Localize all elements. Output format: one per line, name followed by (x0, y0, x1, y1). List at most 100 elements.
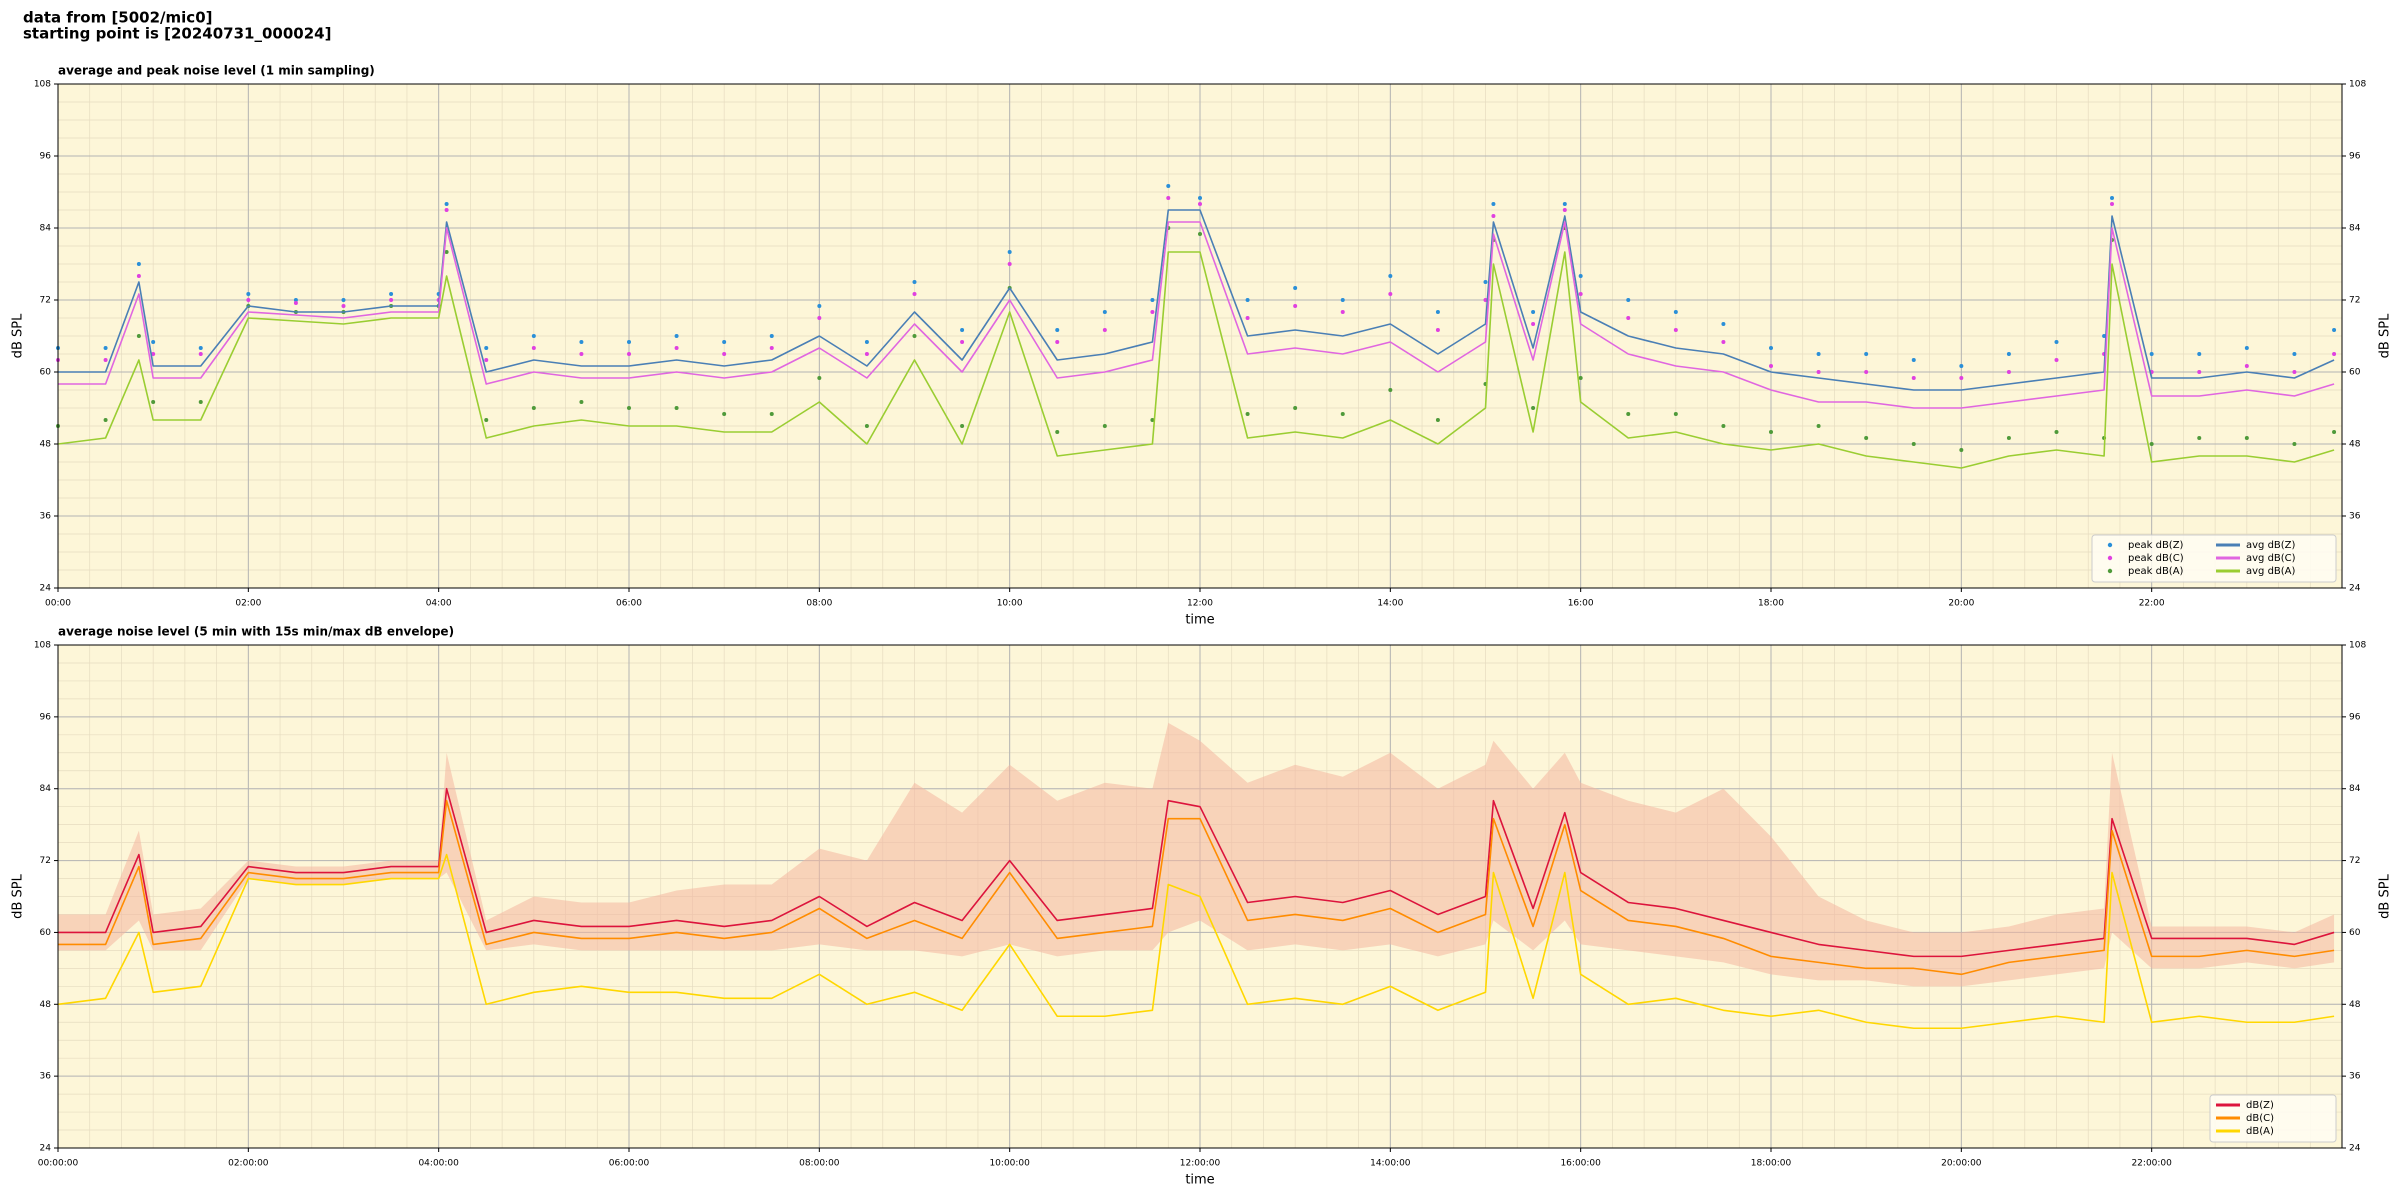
peak-point (2149, 442, 2154, 446)
x-axis-label: time (1185, 1173, 1214, 1188)
peak-point (2006, 370, 2011, 374)
peak-point (1293, 304, 1298, 308)
y2-tick-label: 84 (2349, 224, 2361, 234)
peak-point (579, 400, 584, 404)
x-tick-label: 16:00:00 (1560, 1159, 1601, 1169)
x-tick-label: 12:00 (1187, 599, 1213, 609)
peak-point (2006, 436, 2011, 440)
x-tick-label: 04:00 (426, 599, 452, 609)
y-tick-label: 48 (40, 1000, 52, 1010)
x-tick-label: 14:00 (1377, 599, 1403, 609)
peak-point (1435, 418, 1440, 422)
x-tick-label: 20:00 (1948, 599, 1974, 609)
x-tick-label: 22:00 (2139, 599, 2165, 609)
peak-point (1959, 364, 1964, 368)
peak-point (1531, 310, 1536, 314)
peak-point (769, 346, 774, 350)
peak-point (1055, 328, 1060, 332)
peak-point (627, 406, 631, 410)
header-line: starting point is [20240731_000024] (23, 25, 331, 43)
peak-point (1562, 208, 1567, 212)
peak-point (341, 304, 346, 308)
peak-point (1673, 310, 1678, 314)
peak-point (769, 412, 774, 416)
y2-tick-label: 72 (2349, 856, 2360, 866)
peak-point (1055, 430, 1060, 434)
y2-tick-label: 84 (2349, 784, 2361, 794)
peak-point (1435, 328, 1440, 332)
peak-point (817, 316, 822, 320)
y2-axis-label: dB SPL (2378, 313, 2393, 358)
y-tick-label: 60 (40, 368, 52, 378)
plot-frame (57, 644, 2343, 1149)
peak-point (960, 328, 965, 332)
x-tick-label: 18:00 (1758, 599, 1784, 609)
series-line (57, 853, 2335, 1030)
peak-point (769, 334, 774, 338)
legend-box (2209, 1094, 2337, 1143)
peak-point (2110, 202, 2115, 206)
legend-label: dB(A) (2246, 1126, 2274, 1137)
y-tick-label: 48 (40, 440, 52, 450)
peak-point (1435, 310, 1440, 314)
peak-point (2292, 352, 2297, 356)
y2-tick-label: 48 (2349, 1000, 2361, 1010)
peak-point (1864, 370, 1869, 374)
peak-point (2292, 442, 2297, 446)
legend-label: avg dB(Z) (2246, 540, 2296, 551)
peak-point (2244, 364, 2249, 368)
peak-point (1340, 412, 1345, 416)
peak-point (1721, 340, 1726, 344)
peak-point (136, 334, 141, 338)
legend-label: peak dB(Z) (2128, 540, 2184, 551)
chart-title: average noise level (5 min with 15s min/… (58, 625, 454, 639)
peak-point (1531, 322, 1536, 326)
peak-point (484, 346, 489, 350)
x-tick-label: 08:00:00 (799, 1159, 840, 1169)
y-tick-label: 60 (40, 928, 52, 938)
peak-point (1578, 292, 1583, 296)
y2-tick-label: 60 (2349, 928, 2361, 938)
peak-point (389, 298, 394, 302)
peak-point (674, 406, 679, 410)
peak-point (912, 292, 917, 296)
peak-point (2197, 436, 2202, 440)
peak-point (1911, 376, 1916, 380)
legend-marker (2107, 568, 2113, 574)
peak-point (1198, 202, 1202, 206)
envelope-area (58, 722, 2335, 987)
peak-point (389, 292, 394, 296)
legend-label: avg dB(A) (2246, 566, 2296, 577)
peak-point (2197, 370, 2202, 374)
header-line: data from [5002/mic0] (23, 9, 213, 27)
peak-point (484, 358, 489, 362)
peak-point (2054, 358, 2059, 362)
peak-point (674, 346, 679, 350)
peak-point (531, 334, 536, 338)
peak-point (198, 352, 203, 356)
peak-point (1166, 196, 1171, 200)
x-tick-label: 02:00:00 (228, 1159, 269, 1169)
peak-point (1911, 442, 1916, 446)
peak-point (1150, 298, 1155, 302)
peak-point (2149, 352, 2154, 356)
y-tick-label: 24 (40, 1144, 52, 1154)
y2-tick-label: 60 (2349, 368, 2361, 378)
peak-point (2054, 430, 2059, 434)
peak-point (1769, 430, 1773, 434)
y2-tick-label: 48 (2349, 440, 2361, 450)
peak-point (817, 376, 822, 380)
peak-point (444, 250, 449, 254)
peak-point (198, 346, 203, 350)
y-tick-label: 96 (40, 712, 52, 722)
x-tick-label: 12:00:00 (1180, 1159, 1221, 1169)
peak-point (2197, 352, 2202, 356)
y-tick-label: 72 (40, 856, 51, 866)
y2-tick-label: 36 (2349, 1072, 2361, 1082)
peak-point (1102, 424, 1107, 428)
peak-point (1007, 250, 1012, 254)
peak-point (198, 400, 203, 404)
peak-point (2332, 430, 2337, 434)
peak-point (1388, 388, 1393, 392)
